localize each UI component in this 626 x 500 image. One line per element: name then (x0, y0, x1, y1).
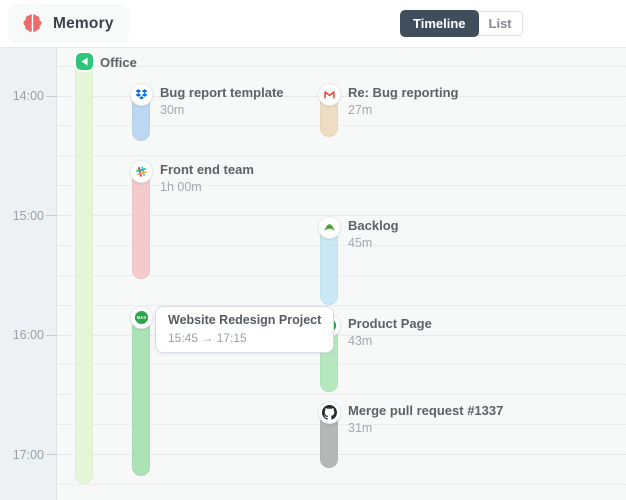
activity-title: Product Page (348, 315, 432, 331)
activity-label: Product Page 43m (348, 316, 432, 349)
gridline (57, 424, 626, 426)
time-label: 15:00 (12, 208, 44, 223)
tab-list[interactable]: List (474, 11, 523, 36)
max-icon (134, 310, 149, 325)
time-label: 14:00 (12, 89, 44, 103)
activity-label: Re: Bug reporting 27m (348, 85, 459, 118)
activity-duration: 1h 00m (160, 180, 202, 195)
activity-time-range: 15:45 → 17:15 (168, 331, 247, 346)
activity-label: Merge pull request #1337 31m (348, 403, 503, 436)
activity-duration: 45m (348, 235, 373, 250)
slack-icon (134, 164, 149, 179)
app-header: Memory Timeline List (0, 0, 626, 47)
gridline (57, 454, 626, 455)
gridline (57, 155, 626, 157)
time-label: 16:00 (12, 328, 44, 342)
activity-duration: 30m (160, 102, 185, 117)
hour-tick (46, 95, 57, 97)
max-icon (129, 305, 153, 329)
gridline (57, 215, 626, 216)
github-icon (317, 401, 341, 425)
basecamp-icon (317, 215, 341, 239)
app-brand[interactable]: Memory (8, 4, 129, 43)
group-label: Office (100, 54, 137, 70)
activity-label: Backlog 45m (348, 218, 399, 251)
navigate-icon (76, 53, 93, 70)
brain-icon (21, 12, 44, 35)
activity-title: Front end team (160, 162, 254, 178)
gmail-icon (317, 82, 341, 106)
activity-title: Bug report template (160, 84, 284, 100)
gridline (57, 394, 626, 396)
activity-bar[interactable] (132, 161, 150, 279)
gridline (57, 304, 626, 306)
gridline (57, 125, 626, 127)
gridline (57, 65, 626, 67)
activity-bar[interactable] (320, 216, 338, 305)
activity-title: Re: Bug reporting (348, 84, 459, 100)
basecamp-icon (322, 220, 337, 235)
gridline (57, 483, 626, 485)
activity-label: Front end team 1h 00m (160, 162, 254, 195)
activity-label: Bug report template 30m (160, 85, 284, 118)
gmail-icon (322, 87, 337, 102)
github-icon (322, 405, 337, 420)
activity-title: Backlog (348, 217, 399, 233)
activity-duration: 43m (348, 333, 373, 348)
time-axis (0, 48, 57, 500)
activity-title: Website Redesign Project (168, 313, 322, 328)
activity-bar[interactable] (132, 306, 150, 476)
hour-tick (46, 334, 57, 336)
navigate-icon (76, 53, 93, 70)
dropbox-icon (129, 82, 153, 106)
tab-timeline[interactable]: Timeline (400, 10, 479, 37)
activity-duration: 31m (348, 421, 373, 436)
gridline (57, 274, 626, 276)
hour-tick (46, 454, 57, 455)
gridline (57, 244, 626, 246)
group-bar-office[interactable] (75, 53, 93, 484)
time-label: 17:00 (12, 447, 44, 462)
hour-tick (46, 215, 57, 216)
gridline (57, 95, 626, 97)
gridline (57, 334, 626, 336)
view-toggle: Timeline List (400, 10, 523, 37)
activity-duration: 27m (348, 102, 373, 117)
slack-icon (129, 160, 153, 184)
gridline (57, 185, 626, 187)
gridline (57, 364, 626, 366)
activity-card[interactable]: Website Redesign Project 15:45 → 17:15 (155, 306, 335, 354)
timeline-canvas[interactable]: 14:00 15:00 16:00 17:00 Office Bug report tem… (0, 47, 626, 500)
app-title: Memory (53, 14, 114, 32)
dropbox-icon (134, 87, 149, 102)
activity-title: Merge pull request #1337 (348, 403, 504, 419)
